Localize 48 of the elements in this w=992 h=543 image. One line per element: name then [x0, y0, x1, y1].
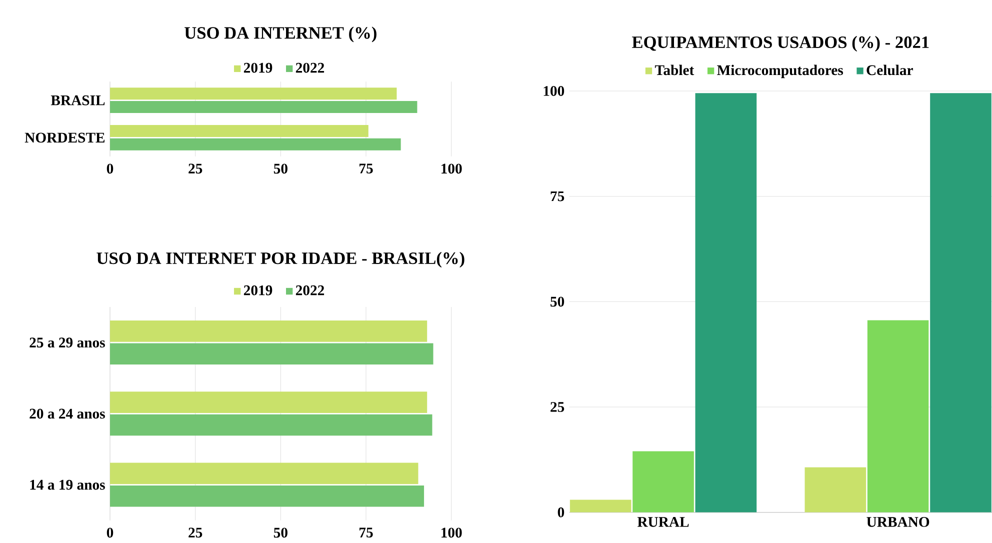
bar	[930, 93, 992, 512]
bar	[867, 320, 929, 512]
legend-label: 2022	[296, 285, 324, 296]
bar	[110, 392, 428, 414]
legend-label: Tablet	[654, 64, 694, 76]
chart-title: EQUIPAMENTOS USADOS (%) - 2021	[632, 36, 929, 52]
x-tick-label: 50	[274, 528, 288, 538]
bar	[110, 414, 432, 436]
x-tick-label: 75	[360, 528, 373, 538]
x-tick-label: 25	[188, 164, 202, 174]
bar	[110, 320, 428, 342]
y-tick-label: BRASIL	[50, 95, 105, 106]
bar	[632, 451, 694, 512]
bar	[110, 485, 424, 507]
bar	[570, 500, 632, 512]
bar	[110, 88, 397, 100]
x-tick-label: 100	[442, 164, 462, 174]
legend-label: 2022	[296, 62, 324, 73]
x-tick-label: 50	[274, 164, 288, 174]
y-tick-label: 75	[550, 191, 564, 202]
y-tick-label: 0	[558, 507, 564, 518]
y-tick-label: 25 a 29 anos	[30, 338, 105, 348]
y-tick-label: NORDESTE	[24, 132, 105, 143]
legend-label: 2019	[244, 62, 272, 73]
x-tick-label: 25	[188, 528, 202, 538]
bar	[110, 138, 401, 150]
x-tick-label: 0	[106, 164, 114, 174]
bar	[804, 467, 866, 512]
y-tick-label: 20 a 24 anos	[30, 408, 105, 419]
chart-title: USO DA INTERNET (%)	[184, 26, 376, 42]
y-tick-label: 14 a 19 anos	[30, 480, 105, 490]
legend-label: Celular	[866, 64, 913, 76]
legend-label: Microcomputadores	[717, 64, 844, 78]
x-tick-label: 100	[442, 528, 462, 538]
bar	[110, 100, 418, 113]
x-tick-label: 0	[106, 528, 114, 538]
bar	[695, 93, 757, 512]
y-tick-label: 100	[544, 86, 564, 96]
x-tick-label: RURAL	[637, 517, 689, 527]
y-tick-label: 50	[550, 296, 564, 307]
bar	[110, 343, 434, 365]
bar	[110, 125, 368, 137]
x-tick-label: 75	[360, 164, 373, 174]
y-tick-label: 25	[550, 402, 564, 412]
chart-title: USO DA INTERNET POR IDADE - BRASIL(%)	[96, 252, 464, 268]
x-tick-label: URBANO	[866, 517, 930, 527]
bar	[110, 462, 418, 484]
legend-label: 2019	[244, 285, 272, 296]
